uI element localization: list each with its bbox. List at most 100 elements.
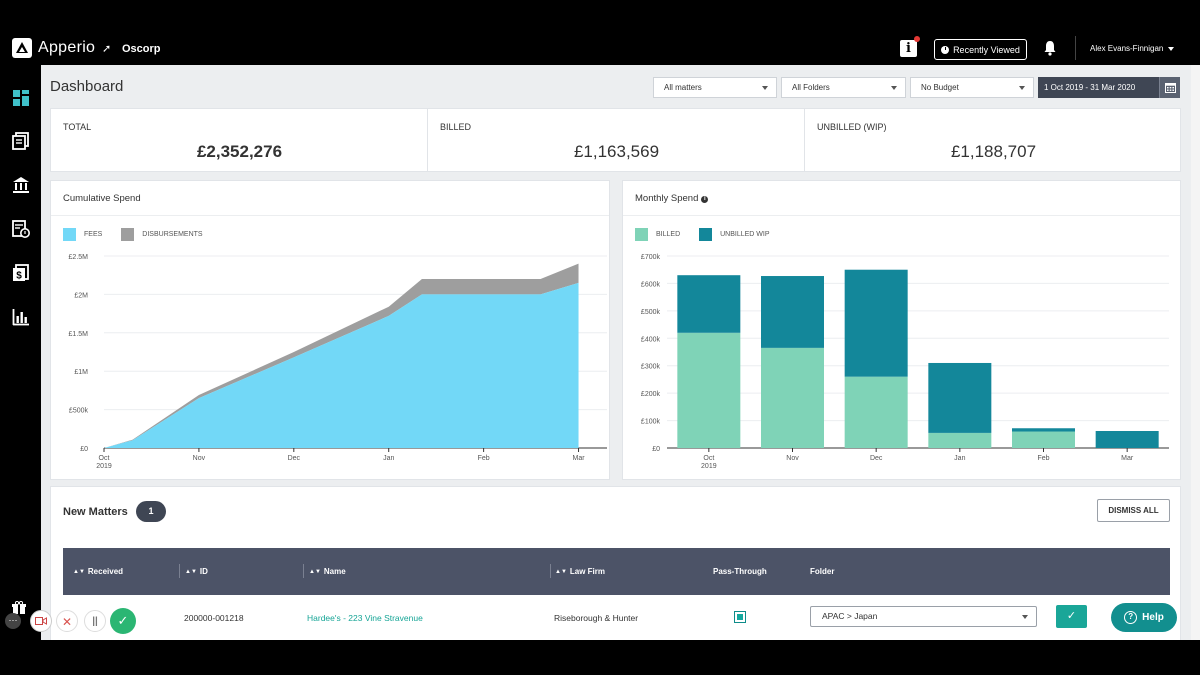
sort-icon: ▲▼ [73, 569, 85, 575]
logo-mark-icon [12, 38, 32, 58]
kpi-label: TOTAL [63, 122, 92, 132]
cumulative-spend-card: Cumulative Spend FEES DISBURSEMENTS £0 £5… [50, 180, 610, 480]
matter-id: 200000-001218 [184, 613, 244, 623]
legend-item-billed[interactable]: BILLED [635, 228, 680, 241]
kpi-total: TOTAL £2,352,276 [51, 109, 428, 171]
matter-name-link[interactable]: Hardee's - 223 Vine Stravenue [307, 613, 423, 623]
help-icon: ? [1124, 611, 1138, 624]
column-label: Pass-Through [713, 567, 767, 576]
legend-item-fees[interactable]: FEES [63, 228, 102, 241]
user-menu[interactable]: Alex Evans-Finnigan [1090, 44, 1175, 53]
y-tick-label: £300k [641, 364, 661, 371]
disbursements-area [104, 263, 579, 448]
y-tick-label: £1M [74, 369, 88, 376]
column-received[interactable]: ▲▼ Received [73, 567, 123, 576]
user-name: Alex Evans-Finnigan [1090, 44, 1164, 53]
y-tick-label: £400k [641, 336, 661, 343]
documents-icon[interactable] [12, 132, 30, 150]
sort-icon: ▲▼ [185, 569, 197, 575]
gift-icon[interactable] [12, 600, 26, 615]
cancel-recording-button[interactable]: ✕ [56, 610, 78, 632]
check-icon: ✓ [1066, 610, 1077, 622]
x-tick-label: Nov [786, 455, 799, 462]
sort-icon: ▲▼ [555, 569, 567, 575]
unbilled-wip-bar [1095, 430, 1159, 448]
help-button[interactable]: ? Help [1111, 603, 1177, 632]
reports-icon[interactable] [12, 308, 30, 326]
billed-bar [761, 347, 824, 448]
chevron-down-icon [1019, 86, 1025, 90]
invoice-icon[interactable]: $ [12, 264, 30, 282]
chevron-down-icon [1022, 615, 1028, 619]
legend-label: FEES [84, 231, 103, 238]
column-name[interactable]: ▲▼ Name [309, 567, 346, 576]
notification-dot [914, 36, 920, 42]
matters-filter[interactable]: All matters [653, 77, 777, 98]
kpi-summary: TOTAL £2,352,276 BILLED £1,163,569 UNBIL… [50, 108, 1181, 172]
header-divider [1075, 36, 1076, 60]
page-title: Dashboard [50, 78, 124, 95]
unbilled-wip-bar [844, 269, 908, 377]
bank-icon[interactable] [12, 176, 30, 194]
confirm-folder-button[interactable]: ✓ [1056, 605, 1087, 628]
legend-swatch [635, 228, 648, 241]
column-law-firm[interactable]: ▲▼ Law Firm [555, 567, 605, 576]
x-tick-label: Jan [954, 455, 965, 462]
camera-button[interactable] [30, 610, 52, 632]
card-divider [623, 215, 1180, 216]
fees-area [104, 282, 579, 448]
x-tick-label: Oct [99, 455, 110, 462]
kpi-unbilled: UNBILLED (WIP) £1,188,707 [805, 109, 1182, 171]
x-tick-label: Mar [572, 455, 585, 462]
pass-through-checkbox[interactable] [734, 611, 746, 623]
column-divider [303, 564, 304, 578]
more-options-button[interactable]: ⋯ [5, 613, 21, 629]
y-tick-label: £700k [641, 254, 661, 261]
billed-bar [844, 376, 908, 448]
budget-filter[interactable]: No Budget [910, 77, 1034, 98]
folder-select[interactable]: APAC > Japan [810, 606, 1037, 627]
new-matters-title: New Matters [63, 506, 128, 518]
chart-legend: FEES DISBURSEMENTS [63, 228, 222, 241]
x-tick-sublabel: 2019 [96, 463, 112, 470]
recently-viewed-button[interactable]: Recently Viewed [934, 39, 1027, 60]
calendar-button[interactable] [1159, 77, 1180, 98]
y-tick-label: £1.5M [69, 331, 89, 338]
y-tick-label: £600k [641, 281, 661, 288]
dashboard-icon[interactable] [12, 89, 30, 107]
bell-icon[interactable] [1043, 40, 1057, 56]
info-icon[interactable]: i [900, 40, 917, 57]
finish-recording-button[interactable]: ✓ [110, 608, 136, 634]
page-scrollbar[interactable] [1191, 65, 1200, 640]
organisation-name[interactable]: Oscorp [122, 43, 161, 55]
date-range-picker[interactable]: 1 Oct 2019 - 31 Mar 2020 [1038, 77, 1180, 98]
pause-button[interactable]: || [84, 610, 106, 632]
budget-filter-value: No Budget [921, 83, 959, 92]
folders-filter[interactable]: All Folders [781, 77, 906, 98]
column-label: Law Firm [569, 567, 606, 576]
legend-item-disbursements[interactable]: DISBURSEMENTS [121, 228, 203, 241]
column-label: ID [199, 567, 208, 576]
dismiss-all-button[interactable]: DISMISS ALL [1097, 499, 1170, 522]
monthly-spend-chart: £0 £100k £200k £300k £400k £500k £600k £700k Oct… [641, 254, 1169, 470]
sort-icon: ▲▼ [309, 569, 321, 575]
bottom-bar [0, 640, 1200, 675]
legend-label: UNBILLED WIP [720, 231, 770, 238]
apperio-logo[interactable]: Apperio [12, 38, 95, 58]
budget-icon[interactable] [12, 220, 30, 238]
column-label: Name [323, 567, 346, 576]
x-tick-label: Dec [288, 455, 301, 462]
y-tick-label: £200k [641, 391, 661, 398]
y-tick-label: £500k [69, 408, 89, 415]
unbilled-wip-bar [1012, 428, 1075, 432]
kpi-value: £1,163,569 [573, 142, 660, 161]
calendar-icon [1165, 83, 1176, 93]
chevron-down-icon [1168, 46, 1175, 51]
legend-swatch [63, 228, 76, 241]
info-icon[interactable]: i [701, 196, 709, 203]
kpi-value: £2,352,276 [196, 142, 283, 161]
column-id[interactable]: ▲▼ ID [185, 567, 208, 576]
legend-item-unbilled-wip[interactable]: UNBILLED WIP [699, 228, 770, 241]
y-tick-label: £0 [80, 446, 88, 453]
recording-toolbar: ⋯ ✕ || ✓ [0, 597, 140, 641]
